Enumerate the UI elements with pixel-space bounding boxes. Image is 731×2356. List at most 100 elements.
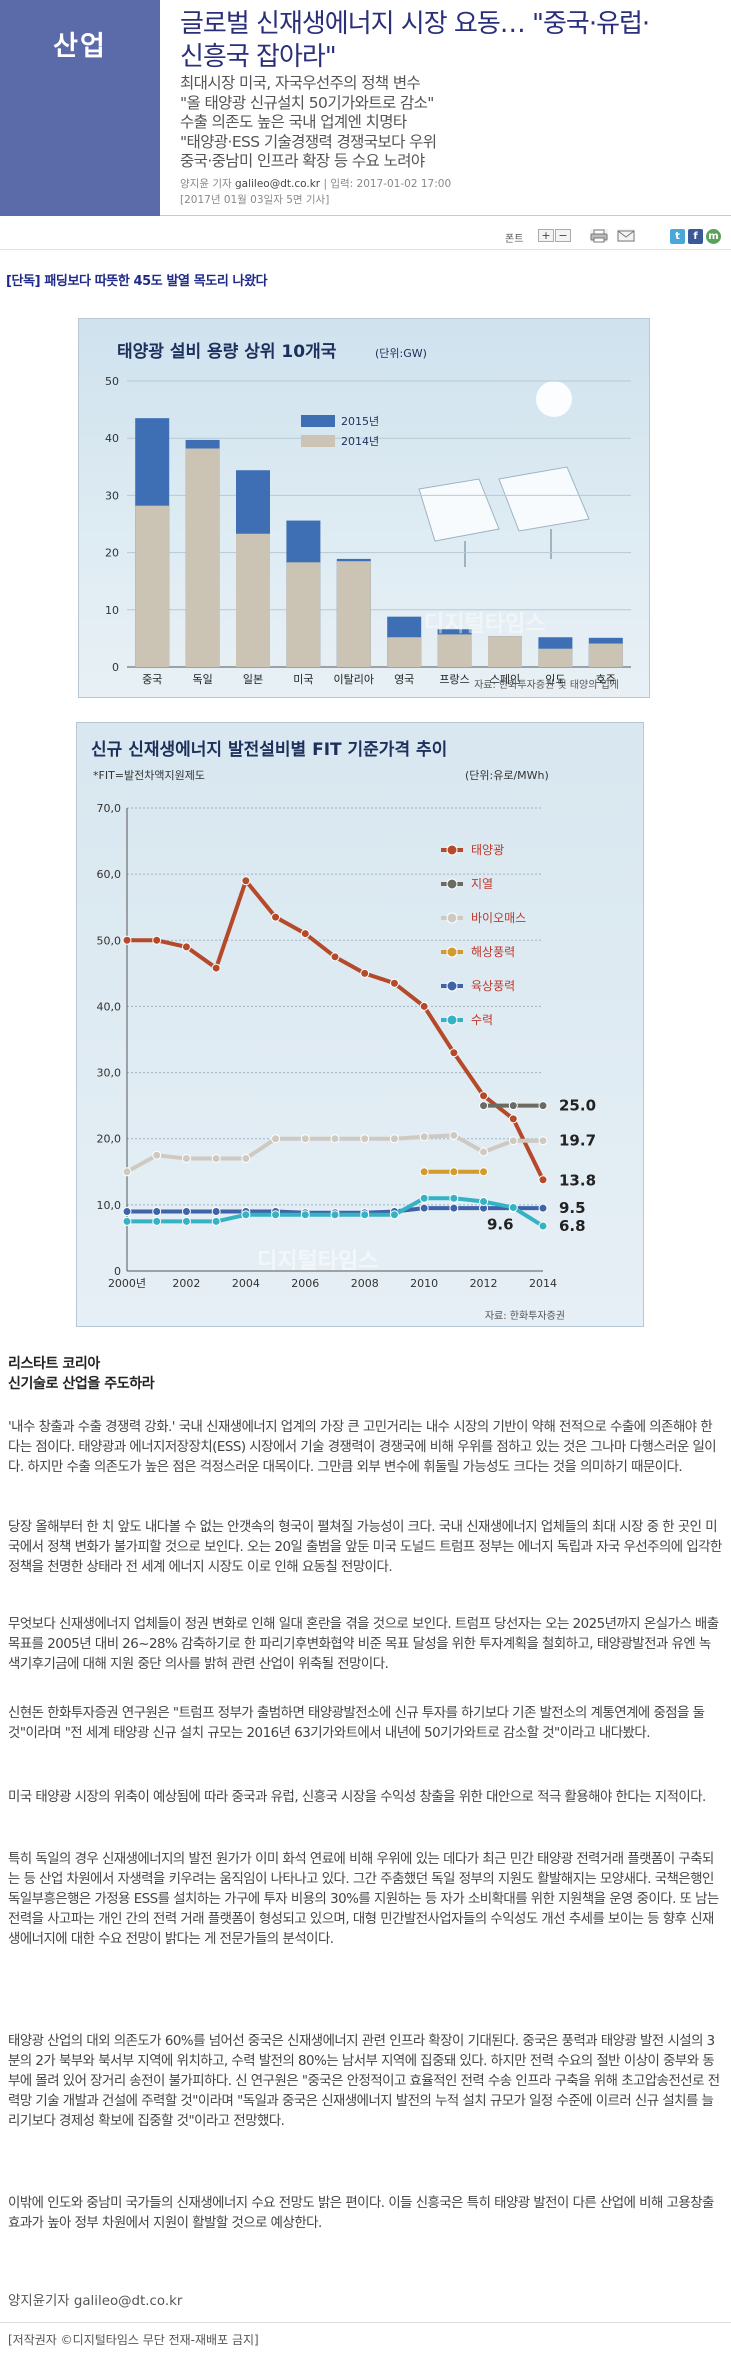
headline-line-2: 신흥국 잡아라" (180, 42, 337, 72)
chart-title: 태양광 설비 용량 상위 10개국 (117, 342, 337, 362)
font-decrease-button[interactable]: − (555, 229, 571, 242)
bar-2014 (236, 533, 270, 667)
subtitle: 중국·중남미 인프라 확장 등 수요 노려야 (180, 152, 425, 170)
data-point (330, 952, 340, 962)
subtitle: 수출 의존도 높은 국내 업계엔 치명타 (180, 113, 407, 131)
subtitle-list: 최대시장 미국, 자국우선주의 정책 변수 "올 태양광 신규설치 50기가와트… (180, 74, 725, 172)
related-article-link[interactable]: [단독] 패딩보다 따뜻한 45도 발열 목도리 나왔다 (6, 274, 268, 289)
data-point (330, 1134, 340, 1144)
x-tick-label: 2002 (172, 1277, 200, 1290)
data-point (508, 1136, 518, 1146)
legend-swatch-dot (446, 912, 458, 924)
chart-source: 자료: 한화투자증권 및 태양의 입게 (474, 678, 619, 691)
data-point (538, 1136, 548, 1146)
article-paragraph: 이밖에 인도와 중남미 국가들의 신재생에너지 수요 전망도 밝은 편이다. 이… (8, 2196, 714, 2231)
x-tick-label: 독일 (192, 672, 212, 686)
x-tick-label: 2014 (529, 1277, 557, 1290)
headline-line-1: 글로벌 신재생에너지 시장 요동… "중국·유럽· (180, 9, 650, 39)
watermark: 디지털타임스 (424, 612, 545, 637)
data-point (419, 1132, 429, 1142)
data-point (449, 1130, 459, 1140)
article-paragraph: '내수 창출과 수출 경쟁력 강화.' 국내 신재생에너지 업계의 가장 큰 고… (8, 1420, 717, 1475)
data-point (538, 1101, 548, 1111)
bar-2014 (437, 634, 472, 667)
data-point (241, 1210, 251, 1220)
legend-label: 바이오매스 (471, 911, 526, 925)
end-value-label: 9.5 (559, 1199, 586, 1217)
subtitle: "태양광·ESS 기술경쟁력 경쟁국보다 우위 (180, 132, 437, 151)
printer-icon[interactable] (590, 229, 608, 243)
data-point (479, 1167, 489, 1177)
end-value-label: 19.7 (559, 1132, 596, 1150)
y-tick-label: 50,0 (97, 934, 122, 947)
twitter-share-icon[interactable]: t (670, 229, 685, 244)
data-point (271, 1134, 281, 1144)
end-value-label: 6.8 (559, 1217, 586, 1235)
watermark: 디지털타임스 (257, 1249, 378, 1274)
data-point (271, 912, 281, 922)
bar-2014 (336, 561, 371, 667)
legend-swatch-dot (446, 878, 458, 890)
data-point (122, 935, 132, 945)
data-point (360, 968, 370, 978)
data-point (508, 1101, 518, 1111)
data-point (449, 1048, 459, 1058)
y-tick-label: 0 (114, 1265, 121, 1278)
data-point (122, 1167, 132, 1177)
facebook-share-icon[interactable]: f (688, 229, 703, 244)
x-tick-label: 2000년 (108, 1277, 146, 1290)
data-point (508, 1203, 518, 1213)
data-point (181, 1216, 191, 1226)
x-tick-label: 인도 (545, 673, 565, 686)
chart-unit: (단위:GW) (375, 347, 427, 360)
data-point (152, 1150, 162, 1160)
solar-capacity-bar-chart: 0 10 20 30 40 50 중국 독일 일본 미국 이탈리아 영국 프랑스 스페인 인도 호주 태양광… (78, 318, 650, 698)
chart-unit: (단위:유로/MWh) (465, 769, 549, 782)
data-point (211, 963, 221, 973)
data-point (538, 1203, 548, 1213)
y-tick-label: 30,0 (97, 1067, 122, 1080)
legend-label: 육상풍력 (471, 979, 515, 993)
article-toolbar: 폰트 + − t f m (0, 226, 731, 250)
legend-swatch-dot (446, 946, 458, 958)
data-point (419, 1193, 429, 1203)
data-point (211, 1216, 221, 1226)
data-point (271, 1210, 281, 1220)
byline-print-date: [2017년 01월 03일자 5면 기사] (180, 194, 330, 206)
byline-email[interactable]: galileo@dt.co.kr (234, 178, 321, 190)
y-tick-label: 10 (105, 604, 119, 617)
data-point (479, 1101, 489, 1111)
data-point (241, 1154, 251, 1164)
data-point (211, 1154, 221, 1164)
end-value-label: 13.8 (559, 1172, 596, 1190)
chart-source: 자료: 한화투자증권 (485, 1310, 565, 1322)
article-header: 산업 글로벌 신재생에너지 시장 요동… "중국·유럽· 신흥국 잡아라" 최대… (0, 0, 731, 216)
y-tick-label: 30 (105, 489, 119, 502)
data-point (389, 1134, 399, 1144)
x-tick-label: 2010 (410, 1277, 438, 1290)
y-tick-label: 60,0 (97, 868, 122, 881)
data-point (360, 1134, 370, 1144)
font-increase-button[interactable]: + (538, 229, 554, 242)
data-point (479, 1091, 489, 1101)
copyright-notice: [저작권자 ©디지털타임스 무단 전재-재배포 금지] (8, 2333, 259, 2347)
data-point (479, 1197, 489, 1207)
section-label: 산업 (53, 31, 107, 62)
mail-icon[interactable] (617, 229, 635, 242)
font-size-label: 폰트 (505, 234, 524, 245)
y-tick-label: 20,0 (97, 1133, 122, 1146)
x-tick-label: 2012 (470, 1277, 498, 1290)
bar-2014 (286, 562, 321, 667)
me2day-share-icon[interactable]: m (706, 229, 721, 244)
legend-swatch-dot (446, 844, 458, 856)
article-paragraph: 특히 독일의 경우 신재생에너지의 발전 원가가 이미 화석 연료에 비해 우위… (8, 1852, 719, 1947)
data-point (419, 1167, 429, 1177)
subtitle: 최대시장 미국, 자국우선주의 정책 변수 (180, 74, 421, 92)
x-tick-label: 미국 (293, 673, 313, 686)
data-point (449, 1203, 459, 1213)
data-point (211, 1206, 221, 1216)
legend-swatch-2014 (301, 435, 335, 447)
data-point (181, 1154, 191, 1164)
end-value-label: 25.0 (559, 1097, 596, 1115)
y-tick-label: 40,0 (97, 1000, 122, 1013)
